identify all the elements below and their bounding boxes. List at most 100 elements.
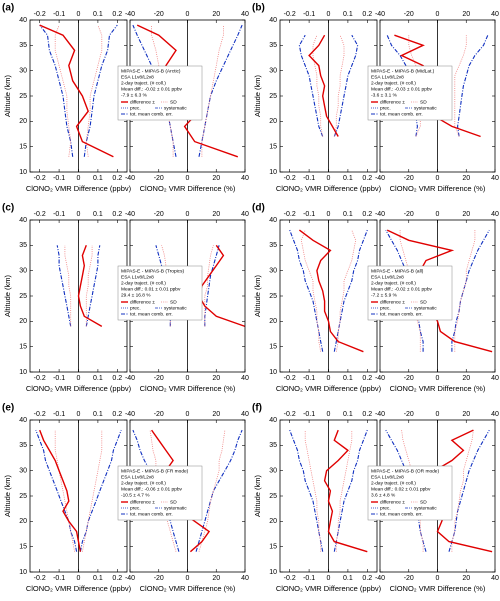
x-tick-label: 0 — [186, 575, 190, 582]
legend: MIPAS-E - MIPAS-B (OR mode)ESA L1v8/L2v8… — [367, 465, 453, 521]
legend-text: SD — [170, 99, 177, 105]
y-axis-label: Altitude (km) — [3, 74, 12, 117]
y-tick-label: 30 — [269, 68, 277, 75]
y-tick-label: 35 — [269, 442, 277, 449]
y-tick-label: 10 — [269, 369, 277, 376]
panel-label: (d) — [252, 203, 265, 214]
x-axis-label: ClONO₂ VMR Difference (ppbv) — [26, 584, 132, 593]
panel-label: (b) — [252, 3, 265, 14]
x-tick-label: 40 — [491, 211, 499, 218]
x-tick-label: 40 — [241, 411, 249, 418]
x-tick-label: -40 — [375, 11, 385, 18]
combined-error — [289, 429, 324, 552]
panel-label: (a) — [2, 3, 14, 14]
y-tick-label: 15 — [19, 344, 27, 351]
legend-text: prec. — [380, 105, 391, 111]
combined-error — [195, 429, 243, 552]
x-tick-label: 20 — [462, 11, 470, 18]
y-tick-label: 10 — [19, 369, 27, 376]
legend-box — [117, 465, 203, 521]
legend-text: -3.6 ± 3.1 % — [371, 92, 398, 98]
legend-text: 29.4 ± 16.8 % — [121, 292, 151, 298]
x-axis-label: ClONO₂ VMR Difference (%) — [140, 184, 236, 193]
legend-text: systematic — [414, 505, 437, 511]
combined-error — [83, 24, 118, 157]
x-tick-label: 20 — [212, 211, 220, 218]
legend-text: prec. — [380, 505, 391, 511]
sd-envelope — [300, 229, 322, 352]
x-tick-label: -0.1 — [303, 11, 315, 18]
y-tick-label: 15 — [269, 544, 277, 551]
y-tick-label: 40 — [269, 417, 277, 424]
x-tick-label: -0.1 — [303, 575, 315, 582]
y-tick-label: 40 — [19, 217, 27, 224]
x-tick-label: -20 — [154, 575, 164, 582]
x-tick-label: -40 — [375, 175, 385, 182]
x-tick-label: 0 — [186, 175, 190, 182]
x-tick-label: 0 — [436, 411, 440, 418]
x-tick-label: -20 — [154, 175, 164, 182]
legend-text: tot. mean comb. err. — [380, 511, 423, 517]
sd-envelope — [85, 245, 93, 327]
x-tick-label: 0 — [77, 375, 81, 382]
x-tick-label: -20 — [404, 411, 414, 418]
difference-line — [77, 245, 103, 328]
combined-error — [39, 24, 74, 157]
x-tick-label: -20 — [404, 375, 414, 382]
combined-error — [457, 34, 489, 137]
y-tick-label: 30 — [19, 468, 27, 475]
x-tick-label: 0.2 — [362, 11, 372, 18]
x-tick-label: -0.1 — [53, 375, 65, 382]
x-tick-label: 40 — [241, 575, 249, 582]
y-tick-label: 35 — [269, 242, 277, 249]
sd-envelope — [454, 230, 476, 352]
x-tick-label: -40 — [375, 411, 385, 418]
x-tick-label: -0.1 — [303, 411, 315, 418]
x-tick-label: 0.1 — [93, 575, 103, 582]
y-tick-label: 35 — [19, 42, 27, 49]
y-axis-label: Altitude (km) — [3, 474, 12, 517]
combined-error — [198, 24, 243, 157]
x-tick-label: -20 — [404, 575, 414, 582]
x-tick-label: 0.1 — [343, 175, 353, 182]
x-tick-label: -0.1 — [53, 11, 65, 18]
x-tick-label: 20 — [212, 411, 220, 418]
x-tick-label: 0 — [327, 211, 331, 218]
y-axis-label: Altitude (km) — [3, 274, 12, 317]
difference-line — [198, 244, 246, 328]
sd-envelope — [335, 229, 357, 352]
legend-text: tot. mean comb. err. — [130, 111, 173, 117]
x-tick-label: 0.2 — [112, 575, 122, 582]
x-tick-label: 0.1 — [93, 175, 103, 182]
x-tick-label: -20 — [404, 11, 414, 18]
legend: MIPAS-E - MIPAS-B (all)ESA L1v8/L2v82-da… — [367, 265, 453, 321]
y-tick-label: 20 — [269, 518, 277, 525]
x-tick-label: 0 — [77, 175, 81, 182]
legend-text: prec. — [130, 505, 141, 511]
legend-text: MIPAS-E - MIPAS-B (OR mode) — [371, 468, 439, 474]
sd-envelope — [151, 25, 174, 157]
sd-envelope — [454, 35, 467, 137]
legend-text: 2-day traject. (# coll.) — [371, 480, 416, 486]
legend: MIPAS-E - MIPAS-B (FR mode)ESA L1v8/L2v8… — [117, 465, 203, 521]
x-tick-label: -0.2 — [284, 411, 296, 418]
x-tick-label: 0 — [436, 211, 440, 218]
x-tick-label: 40 — [241, 175, 249, 182]
x-tick-label: -40 — [375, 575, 385, 582]
legend-text: systematic — [414, 305, 437, 311]
x-tick-label: 0.1 — [343, 375, 353, 382]
sd-envelope — [304, 430, 322, 552]
legend-text: difference ± — [380, 299, 405, 305]
difference-line — [298, 229, 364, 353]
x-axis-label: ClONO₂ VMR Difference (%) — [140, 384, 236, 393]
x-tick-label: 40 — [241, 375, 249, 382]
x-tick-label: 0.1 — [93, 375, 103, 382]
legend-box — [117, 65, 203, 121]
x-tick-label: 0.2 — [112, 175, 122, 182]
legend-text: -10.5 ± 4.7 % — [121, 492, 150, 498]
y-tick-label: 15 — [269, 144, 277, 151]
x-tick-label: -0.2 — [34, 175, 46, 182]
x-tick-label: -40 — [375, 375, 385, 382]
y-axis-label: Altitude (km) — [253, 74, 262, 117]
